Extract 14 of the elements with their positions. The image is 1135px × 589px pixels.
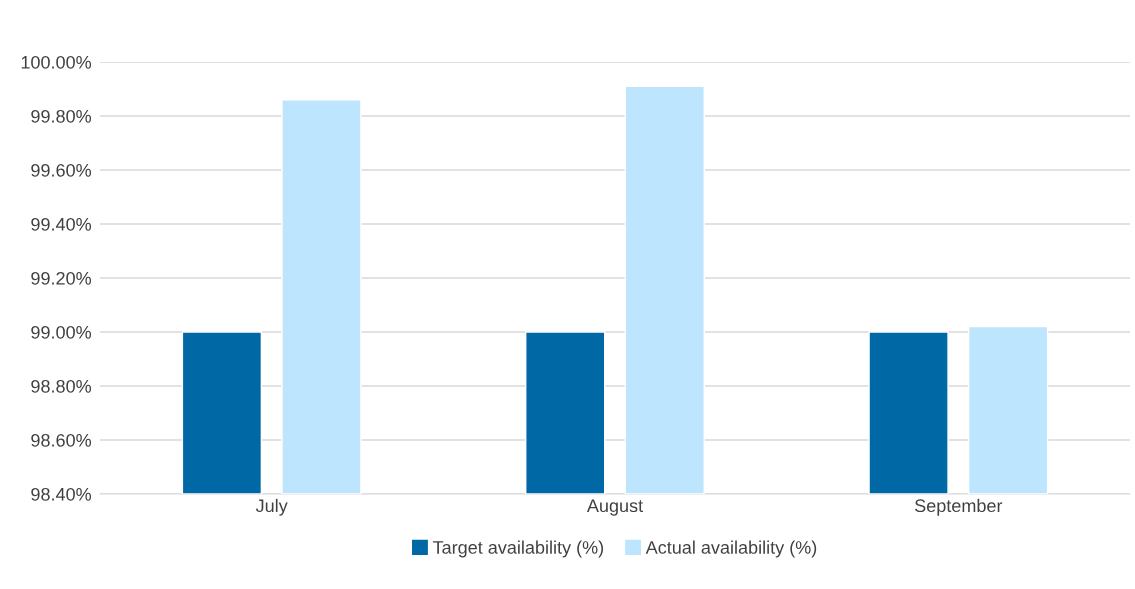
x-tick-label: July xyxy=(255,498,288,516)
y-tick-label: 100.00% xyxy=(21,55,92,69)
x-tick-label: September xyxy=(915,498,1003,516)
y-tick-label: 99.40% xyxy=(31,217,92,231)
legend-label: Actual availability (%) xyxy=(645,540,817,558)
legend-label: Target availability (%) xyxy=(432,540,604,558)
y-tick-label: 99.20% xyxy=(31,271,92,285)
x-tick-label: August xyxy=(586,499,643,516)
y-tick-label: 98.40% xyxy=(31,487,92,501)
y-tick-label: 99.60% xyxy=(31,163,92,177)
y-tick-label: 98.80% xyxy=(31,379,92,393)
y-tick-label: 99.80% xyxy=(31,109,92,123)
y-tick-label: 99.00% xyxy=(31,325,92,339)
y-tick-label: 98.60% xyxy=(31,433,92,447)
